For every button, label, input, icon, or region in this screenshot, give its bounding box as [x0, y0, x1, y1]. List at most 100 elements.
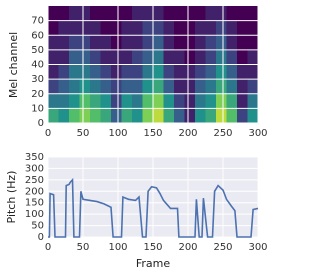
- heatmap-cell: [205, 108, 217, 124]
- heatmap-cell: [69, 108, 80, 124]
- heatmap-cell: [100, 93, 112, 109]
- heatmap-cell: [195, 79, 206, 95]
- heatmap-cell: [237, 108, 248, 124]
- heatmap-cell: [48, 6, 59, 21]
- heatmap-cell: [195, 93, 206, 109]
- heatmap-cell: [184, 35, 196, 51]
- heatmap-cell: [247, 64, 259, 80]
- heatmap-cell: [226, 93, 238, 109]
- heatmap-cell: [174, 49, 185, 65]
- heatmap-cell: [69, 93, 80, 109]
- y-tick-label: 300: [25, 163, 44, 174]
- y-tick-label: 30: [31, 74, 44, 85]
- heatmap-cell: [100, 64, 112, 80]
- heatmap-cell: [153, 93, 164, 109]
- heatmap-cell: [247, 79, 259, 95]
- heatmap-cell: [226, 64, 238, 80]
- heatmap-cell: [121, 79, 133, 95]
- heatmap-cell: [153, 79, 164, 95]
- heatmap-cell: [247, 20, 259, 36]
- heatmap-cell: [174, 79, 185, 95]
- heatmap-cell: [121, 49, 133, 65]
- heatmap-cell: [142, 93, 154, 109]
- y-tick-label: 150: [25, 198, 44, 209]
- heatmap-cell: [132, 20, 143, 36]
- heatmap-cell: [174, 108, 185, 124]
- heatmap-cell: [48, 20, 59, 36]
- heatmap-cell: [100, 20, 112, 36]
- heatmap-cell: [58, 49, 70, 65]
- heatmap-cell: [163, 79, 175, 95]
- heatmap-cell: [195, 64, 206, 80]
- heatmap-cell: [153, 108, 164, 124]
- heatmap-cell: [79, 6, 91, 21]
- heatmap-cell: [205, 35, 217, 51]
- heatmap-cell: [132, 35, 143, 51]
- heatmap-cell: [48, 49, 59, 65]
- heatmap-cell: [69, 20, 80, 36]
- heatmap-cell: [226, 35, 238, 51]
- x-tick-label: 100: [108, 242, 127, 253]
- heatmap-cell: [205, 64, 217, 80]
- heatmap-cell: [153, 49, 164, 65]
- heatmap-cell: [163, 93, 175, 109]
- heatmap-cell: [153, 64, 164, 80]
- heatmap-cell: [174, 93, 185, 109]
- x-tick-label: 50: [77, 128, 90, 139]
- heatmap-cell: [226, 49, 238, 65]
- heatmap-cell: [48, 64, 59, 80]
- heatmap-cell: [121, 93, 133, 109]
- y-axis-label: Pitch (Hz): [5, 171, 18, 224]
- heatmap-cell: [237, 6, 248, 21]
- x-tick-label: 200: [178, 128, 197, 139]
- x-tick-label: 150: [143, 242, 162, 253]
- heatmap-cell: [69, 49, 80, 65]
- heatmap-cell: [121, 6, 133, 21]
- heatmap-cell: [195, 35, 206, 51]
- heatmap-cell: [237, 79, 248, 95]
- x-tick-label: 300: [248, 242, 267, 253]
- x-tick-label: 50: [77, 242, 90, 253]
- heatmap-cell: [205, 6, 217, 21]
- heatmap-cell: [153, 35, 164, 51]
- x-tick-label: 300: [248, 128, 267, 139]
- heatmap-cell: [111, 108, 122, 124]
- heatmap-cell: [79, 20, 91, 36]
- heatmap-cell: [111, 64, 122, 80]
- heatmap-cell: [216, 79, 227, 95]
- heatmap-cell: [163, 6, 175, 21]
- heatmap-cell: [79, 108, 91, 124]
- heatmap-cell: [111, 49, 122, 65]
- heatmap-cell: [184, 6, 196, 21]
- heatmap-cell: [237, 64, 248, 80]
- heatmap-cell: [216, 20, 227, 36]
- heatmap-cell: [58, 6, 70, 21]
- heatmap-cell: [58, 20, 70, 36]
- heatmap-cell: [69, 64, 80, 80]
- y-tick-label: 0: [38, 118, 44, 129]
- y-tick-label: 250: [25, 175, 44, 186]
- heatmap-cell: [205, 49, 217, 65]
- heatmap-cell: [163, 64, 175, 80]
- heatmap-cell: [69, 6, 80, 21]
- y-tick-label: 50: [31, 45, 44, 56]
- y-tick-label: 0: [38, 232, 44, 243]
- x-tick-label: 100: [108, 128, 127, 139]
- heatmap-cell: [216, 64, 227, 80]
- heatmap-cell: [216, 35, 227, 51]
- heatmap-cell: [184, 20, 196, 36]
- heatmap-cell: [174, 6, 185, 21]
- heatmap-cell: [163, 108, 175, 124]
- y-tick-label: 40: [31, 60, 44, 71]
- heatmap-cell: [79, 93, 91, 109]
- heatmap-cell: [132, 108, 143, 124]
- heatmap-cell: [90, 35, 101, 51]
- heatmap-cell: [121, 35, 133, 51]
- heatmap-cell: [100, 35, 112, 51]
- heatmap-cell: [142, 6, 154, 21]
- heatmap-cell: [90, 108, 101, 124]
- heatmap-cell: [195, 49, 206, 65]
- heatmap-cell: [100, 6, 112, 21]
- heatmap-cell: [205, 93, 217, 109]
- heatmap-cell: [247, 49, 259, 65]
